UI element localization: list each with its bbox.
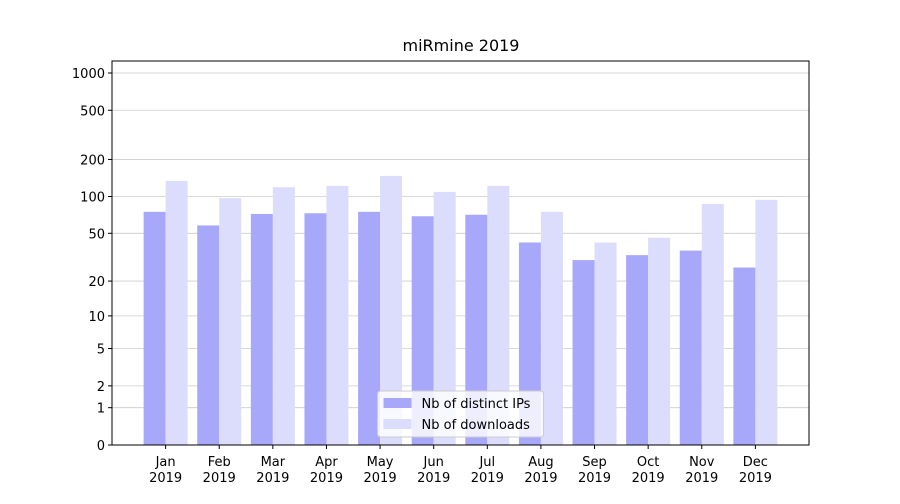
- x-tick-label: Jan 2019: [149, 455, 182, 486]
- bar: [411, 216, 434, 445]
- y-tick-label: 2: [97, 380, 105, 395]
- y-tick-label: 0: [97, 439, 105, 454]
- bar: [272, 187, 295, 445]
- x-tick-label: Aug 2019: [524, 455, 557, 486]
- bar: [358, 211, 381, 445]
- bar: [755, 199, 778, 445]
- legend: Nb of distinct IPs Nb of downloads: [377, 390, 544, 438]
- bar: [326, 185, 349, 445]
- bar: [165, 180, 188, 445]
- bar: [465, 214, 488, 445]
- chart-title: miRmine 2019: [403, 36, 520, 55]
- y-tick-label: 500: [80, 104, 105, 119]
- x-tick-label: Oct 2019: [632, 455, 665, 486]
- bar: [304, 213, 327, 445]
- bar: [197, 225, 220, 445]
- legend-label: Nb of distinct IPs: [422, 397, 531, 412]
- bar: [733, 267, 756, 445]
- bar: [679, 250, 702, 445]
- bar: [626, 255, 649, 445]
- bar: [701, 203, 724, 445]
- y-tick-label: 1: [97, 402, 105, 417]
- bar: [219, 198, 242, 445]
- x-tick-label: Sep 2019: [578, 455, 611, 486]
- x-tick-label: Dec 2019: [739, 455, 772, 486]
- x-tick-label: Feb 2019: [203, 455, 236, 486]
- bar: [380, 175, 403, 446]
- y-tick-label: 50: [88, 227, 105, 242]
- bar: [648, 237, 671, 445]
- bar: [540, 211, 563, 445]
- legend-swatch: [383, 398, 412, 408]
- plot-frame: [111, 60, 810, 446]
- bar: [433, 191, 456, 445]
- y-tick-label: 200: [80, 153, 105, 168]
- bar: [487, 185, 510, 445]
- bar: [250, 213, 273, 445]
- x-tick-label: Jun 2019: [417, 455, 450, 486]
- bar: [594, 242, 617, 445]
- y-tick-label: 5: [97, 343, 105, 358]
- bar: [572, 260, 595, 445]
- legend-swatch: [383, 419, 412, 429]
- bar: [143, 211, 166, 445]
- y-tick-label: 20: [88, 275, 105, 290]
- y-tick-label: 10: [88, 310, 105, 325]
- x-tick-label: Jul 2019: [471, 455, 504, 486]
- y-tick-label: 1000: [72, 67, 105, 82]
- y-tick-label: 100: [80, 191, 105, 206]
- legend-box: [377, 390, 544, 438]
- x-tick-label: May 2019: [364, 455, 397, 486]
- x-tick-label: Apr 2019: [310, 455, 343, 486]
- legend-label: Nb of downloads: [422, 418, 531, 433]
- x-tick-label: Nov 2019: [685, 455, 718, 486]
- x-tick-label: Mar 2019: [256, 455, 289, 486]
